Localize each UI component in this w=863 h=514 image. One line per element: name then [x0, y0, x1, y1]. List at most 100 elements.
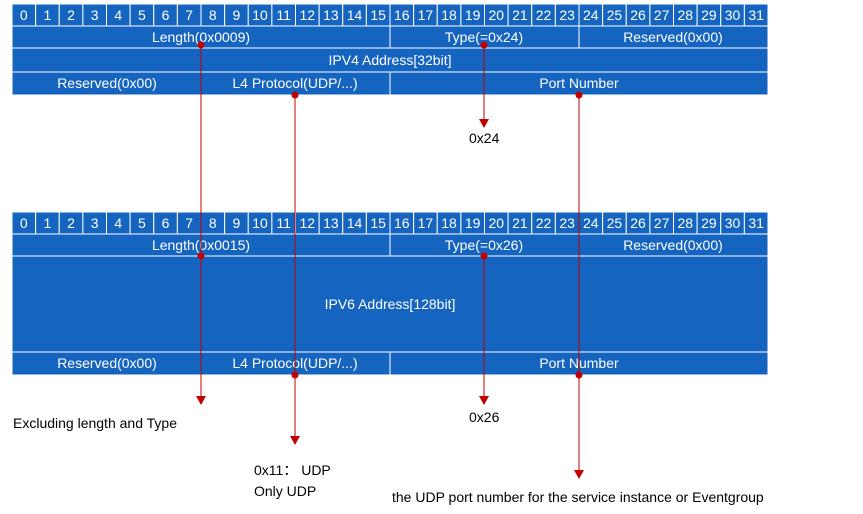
protocol-arrow-origin-ipv4 — [291, 91, 299, 99]
ipv6-bit-number: 2 — [67, 215, 75, 231]
ipv6-bit-number: 22 — [536, 215, 552, 231]
ipv6-bit-number: 16 — [394, 215, 410, 231]
ipv4-bit-number: 31 — [748, 7, 764, 23]
ipv4-bit-number: 6 — [162, 7, 170, 23]
annotation-notes: 0x24 0x26 Excluding length and Type 0x11… — [13, 130, 764, 505]
ipv4-bit-number: 2 — [67, 7, 75, 23]
ipv6-bit-number: 28 — [678, 215, 694, 231]
ipv4-bit-number: 24 — [583, 7, 599, 23]
ipv4-reserved2-label: Reserved(0x00) — [57, 75, 157, 91]
ipv6-bit-number: 13 — [323, 215, 339, 231]
ipv4-reserved-label: Reserved(0x00) — [623, 29, 723, 45]
ipv4-address-label: IPV4 Address[32bit] — [329, 52, 452, 68]
ipv6-reserved2-label: Reserved(0x00) — [57, 355, 157, 371]
ipv4-bit-number: 22 — [536, 7, 552, 23]
ipv6-address-cell — [11, 255, 769, 353]
ipv4-bit-number: 1 — [44, 7, 52, 23]
ipv4-bit-number: 5 — [138, 7, 146, 23]
ipv4-bit-number: 14 — [347, 7, 363, 23]
ipv6-bit-number: 31 — [748, 215, 764, 231]
length-arrow-origin-ipv6 — [197, 252, 205, 260]
ipv6-bit-number: 12 — [300, 215, 316, 231]
ipv4-bit-number: 25 — [607, 7, 623, 23]
ipv6-bit-number: 26 — [630, 215, 646, 231]
ipv4-bit-number: 4 — [114, 7, 122, 23]
ipv4-bit-number: 30 — [725, 7, 741, 23]
length-note: Excluding length and Type — [13, 415, 177, 431]
ipv4-bit-number: 17 — [418, 7, 434, 23]
ipv6-bit-header-row: 0 1 2 3 4 5 6 7 8 9 10 11 12 13 14 15 16 17 18 19 20 21 22 23 24… — [11, 211, 769, 235]
ipv6-address-label: IPV6 Address[128bit] — [325, 296, 456, 312]
ipv4-bit-number: 27 — [654, 7, 670, 23]
ipv6-bit-number: 20 — [489, 215, 505, 231]
ipv6-bit-number: 4 — [114, 215, 122, 231]
port-arrow-origin-ipv4 — [575, 91, 583, 99]
ipv6-bit-number: 8 — [209, 215, 217, 231]
ipv4-bit-number: 11 — [276, 7, 291, 23]
ipv6-type-value-note: 0x26 — [469, 409, 500, 425]
ipv4-bit-number: 23 — [559, 7, 575, 23]
ipv6-table: 0 1 2 3 4 5 6 7 8 9 10 11 12 13 14 15 16 17 18 19 20 21 22 23 24… — [11, 211, 769, 376]
ipv6-bit-number: 18 — [441, 215, 457, 231]
length-arrow-origin-ipv4 — [197, 41, 205, 49]
ipv6-bit-number: 3 — [91, 215, 99, 231]
ipv4-bit-number: 18 — [441, 7, 457, 23]
ipv4-bit-number: 0 — [20, 7, 28, 23]
ipv4-bit-number: 9 — [233, 7, 241, 23]
ipv4-bit-header-row: 0 1 2 3 4 5 6 7 8 9 10 11 12 13 14 15 16 17 18 19 20 21 22 23 24… — [11, 3, 769, 27]
ipv4-type-arrow-head — [479, 119, 489, 128]
ipv4-bit-number: 13 — [323, 7, 339, 23]
ipv4-address-cell — [11, 47, 769, 73]
ipv6-bit-number: 11 — [276, 215, 291, 231]
ipv6-bit-number: 19 — [465, 215, 481, 231]
ipv4-bit-number: 15 — [370, 7, 386, 23]
ipv6-bit-number: 15 — [370, 215, 386, 231]
ipv4-bit-number: 20 — [489, 7, 505, 23]
ipv4-type-value-note: 0x24 — [469, 130, 500, 146]
ipv4-bit-number: 12 — [300, 7, 316, 23]
ipv4-bit-number: 3 — [91, 7, 99, 23]
ipv6-bit-number: 5 — [138, 215, 146, 231]
ipv6-bit-number: 9 — [233, 215, 241, 231]
port-arrow-origin-ipv6 — [575, 371, 583, 379]
ipv4-port-label: Port Number — [539, 75, 619, 91]
ipv6-bit-number: 14 — [347, 215, 363, 231]
protocol-note-line1: 0x11： UDP — [254, 462, 331, 478]
ipv6-type-label: Type(=0x26) — [445, 237, 523, 253]
ipv4-bit-number: 19 — [465, 7, 481, 23]
ipv6-reserved-label: Reserved(0x00) — [623, 237, 723, 253]
ipv6-type-arrow-origin — [480, 252, 488, 260]
ipv6-bit-number: 6 — [162, 215, 170, 231]
ipv4-bit-number: 10 — [252, 7, 268, 23]
ipv6-bit-number: 27 — [654, 215, 670, 231]
ipv4-bit-number: 7 — [185, 7, 193, 23]
ipv4-bit-number: 29 — [701, 7, 717, 23]
ipv6-bit-number: 24 — [583, 215, 599, 231]
ipv6-bit-number: 29 — [701, 215, 717, 231]
ipv4-bit-number: 16 — [394, 7, 410, 23]
ipv4-protocol-label: L4 Protocol(UDP/...) — [232, 75, 357, 91]
port-arrow-head — [574, 470, 584, 479]
ipv4-bit-number: 26 — [630, 7, 646, 23]
ipv4-bit-number: 28 — [678, 7, 694, 23]
ipv6-bit-number: 17 — [418, 215, 434, 231]
ipv4-table: 0 1 2 3 4 5 6 7 8 9 10 11 12 13 14 15 16 17 18 19 20 21 22 23 24… — [11, 3, 769, 96]
annotation-arrows — [196, 41, 584, 479]
length-arrow-head — [196, 396, 206, 405]
ipv4-bit-number: 8 — [209, 7, 217, 23]
protocol-arrow-head — [290, 436, 300, 445]
protocol-note-line2: Only UDP — [254, 483, 316, 499]
port-note: the UDP port number for the service inst… — [392, 489, 764, 505]
ipv6-bit-number: 21 — [512, 215, 528, 231]
ipv4-length-label: Length(0x0009) — [152, 29, 250, 45]
ipv6-bit-number: 10 — [252, 215, 268, 231]
ipv4-type-label: Type(=0x24) — [445, 29, 523, 45]
ipv4-type-arrow-origin — [480, 41, 488, 49]
ipv6-bit-number: 30 — [725, 215, 741, 231]
ipv4-bit-number: 21 — [512, 7, 528, 23]
ipv6-bit-number: 1 — [44, 215, 52, 231]
ipv6-bit-number: 7 — [185, 215, 193, 231]
ipv6-type-arrow-head — [479, 396, 489, 405]
ipv6-bit-number: 23 — [559, 215, 575, 231]
